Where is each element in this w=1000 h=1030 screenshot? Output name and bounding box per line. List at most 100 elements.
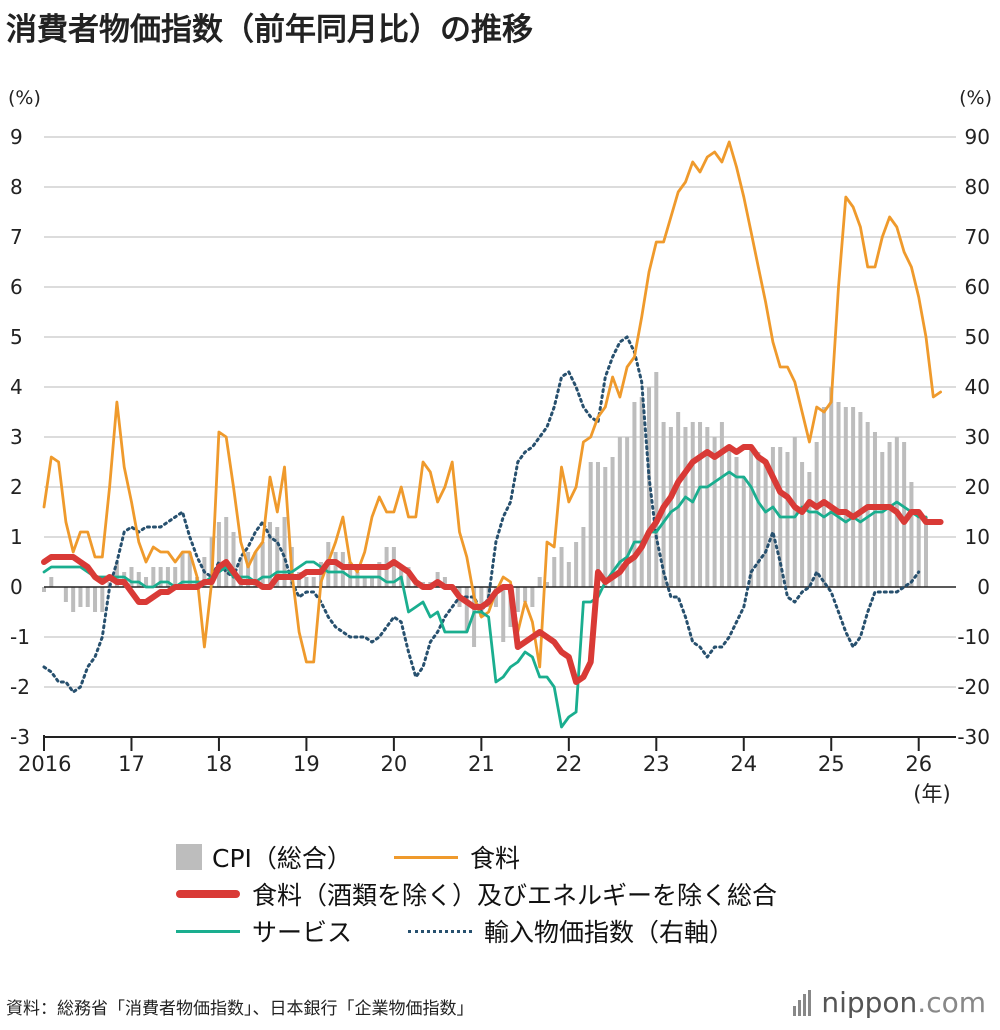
legend-swatch-core bbox=[176, 890, 240, 898]
legend-label-services: サービス bbox=[252, 918, 353, 947]
cpi-bar bbox=[333, 552, 338, 587]
cpi-bar bbox=[727, 447, 732, 587]
cpi-bar bbox=[362, 577, 367, 587]
cpi-bar bbox=[151, 567, 156, 587]
cpi-bar bbox=[705, 427, 710, 587]
right-axis-unit: (%) bbox=[959, 87, 992, 109]
cpi-bar bbox=[734, 457, 739, 587]
cpi-bar bbox=[231, 532, 236, 587]
cpi-bar bbox=[880, 452, 885, 587]
cpi-bar bbox=[719, 422, 724, 587]
legend-label-import: 輸入物価指数（右軸） bbox=[484, 918, 735, 947]
x-tick-label: 18 bbox=[206, 752, 233, 776]
cpi-bar bbox=[93, 587, 98, 612]
cpi-bar bbox=[843, 407, 848, 587]
cpi-bar bbox=[253, 552, 258, 587]
cpi-bar bbox=[49, 577, 54, 587]
cpi-bar bbox=[617, 437, 622, 587]
cpi-bar bbox=[391, 547, 396, 587]
chart-canvas: -3-2-10123456789-30-20-10010203040506070… bbox=[8, 87, 992, 806]
chart-title: 消費者物価指数（前年同月比）の推移 bbox=[6, 12, 533, 48]
brand-domain: .com bbox=[917, 986, 986, 1019]
cpi-bar bbox=[690, 422, 695, 587]
left-tick-label: 2 bbox=[10, 475, 23, 499]
cpi-bar bbox=[763, 462, 768, 587]
cpi-bar bbox=[668, 427, 673, 587]
cpi-bar bbox=[749, 447, 754, 587]
x-tick-label: 24 bbox=[730, 752, 757, 776]
left-tick-label: 4 bbox=[10, 375, 23, 399]
cpi-bar bbox=[370, 577, 375, 587]
cpi-bar bbox=[246, 552, 251, 587]
cpi-bar bbox=[829, 387, 834, 587]
left-tick-label: 8 bbox=[10, 175, 23, 199]
legend-item-import: 輸入物価指数（右軸） bbox=[408, 914, 734, 948]
right-tick-label: -20 bbox=[957, 675, 990, 699]
x-tick-label: 19 bbox=[293, 752, 320, 776]
cpi-bar bbox=[472, 587, 477, 647]
cpi-bar bbox=[78, 587, 83, 607]
x-tick-label: 20 bbox=[381, 752, 408, 776]
cpi-bar bbox=[238, 557, 243, 587]
cpi-bar bbox=[275, 527, 280, 587]
legend-item-cpi: CPI（総合） bbox=[176, 840, 352, 874]
legend-swatch-cpi bbox=[176, 844, 202, 870]
left-tick-label: 7 bbox=[10, 225, 23, 249]
right-tick-label: 50 bbox=[965, 325, 990, 349]
cpi-bar bbox=[625, 437, 630, 587]
right-tick-label: -10 bbox=[957, 625, 990, 649]
cpi-bar bbox=[114, 562, 119, 587]
cpi-bar bbox=[676, 412, 681, 587]
cpi-bar bbox=[574, 542, 579, 587]
series-line-services bbox=[42, 470, 928, 729]
left-tick-label: 0 bbox=[10, 575, 23, 599]
cpi-bar bbox=[544, 582, 549, 587]
legend-label-cpi: CPI（総合） bbox=[212, 844, 352, 873]
cpi-bar bbox=[909, 482, 914, 587]
series-line-core bbox=[41, 444, 944, 685]
cpi-bar bbox=[800, 462, 805, 587]
cpi-bar bbox=[792, 437, 797, 587]
cpi-bar bbox=[581, 527, 586, 587]
right-tick-label: 10 bbox=[965, 525, 990, 549]
cpi-bar bbox=[588, 462, 593, 587]
cpi-bar bbox=[267, 522, 272, 587]
cpi-bar bbox=[603, 467, 608, 587]
x-axis-unit: (年) bbox=[913, 782, 950, 806]
cpi-bar bbox=[41, 587, 47, 592]
cpi-bar bbox=[100, 587, 105, 612]
cpi-bar bbox=[756, 452, 761, 587]
cpi-bar bbox=[639, 397, 644, 587]
left-tick-label: 1 bbox=[10, 525, 23, 549]
cpi-bar bbox=[807, 472, 812, 587]
cpi-bar bbox=[530, 587, 535, 607]
cpi-bar bbox=[770, 447, 775, 587]
cpi-bar bbox=[311, 577, 316, 587]
cpi-bar bbox=[683, 427, 688, 587]
left-axis-unit: (%) bbox=[8, 87, 41, 109]
x-tick-label: 25 bbox=[818, 752, 845, 776]
x-tick-label: 21 bbox=[468, 752, 495, 776]
legend-item-food: 食料 bbox=[394, 840, 520, 874]
cpi-bar bbox=[71, 587, 76, 612]
cpi-bar bbox=[566, 562, 571, 587]
cpi-bar bbox=[821, 407, 826, 587]
legend-item-services: サービス bbox=[176, 914, 352, 948]
left-tick-label: 9 bbox=[10, 125, 23, 149]
cpi-bar bbox=[836, 402, 841, 587]
left-tick-label: 6 bbox=[10, 275, 23, 299]
right-tick-label: 30 bbox=[965, 425, 990, 449]
cpi-bar bbox=[63, 587, 68, 602]
cpi-bar bbox=[559, 547, 564, 587]
cpi-bar bbox=[377, 562, 382, 587]
cpi-bar bbox=[923, 517, 929, 587]
cpi-bar bbox=[224, 517, 229, 587]
left-tick-label: -3 bbox=[10, 725, 30, 749]
cpi-bar bbox=[501, 587, 506, 642]
cpi-bar bbox=[552, 557, 557, 587]
cpi-bar bbox=[479, 587, 484, 617]
cpi-bar bbox=[647, 387, 652, 587]
legend-swatch-food bbox=[394, 855, 458, 859]
cpi-bar bbox=[144, 577, 149, 587]
x-tick-label: 23 bbox=[643, 752, 670, 776]
